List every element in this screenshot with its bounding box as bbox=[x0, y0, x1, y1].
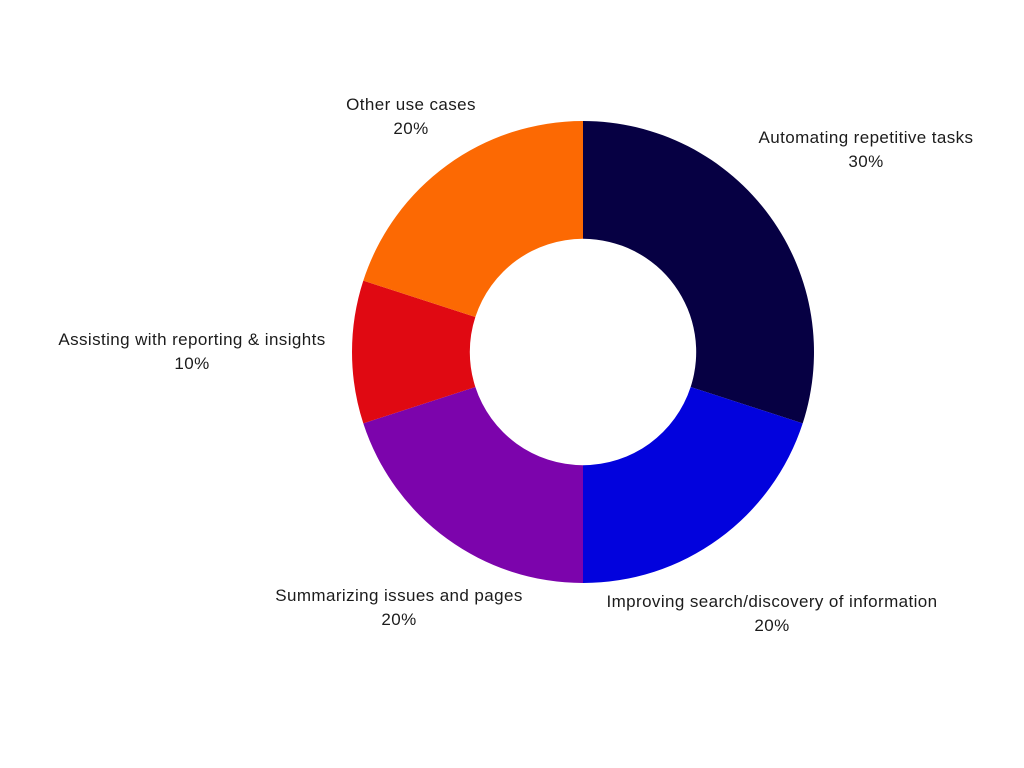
pie-slice-0 bbox=[583, 121, 814, 424]
slice-label-text: Assisting with reporting & insights bbox=[58, 330, 326, 349]
pie-slice-4 bbox=[363, 121, 583, 318]
slice-value-text: 20% bbox=[381, 610, 417, 629]
slice-label-1: Improving search/discovery of informatio… bbox=[606, 590, 937, 638]
slice-label-text: Summarizing issues and pages bbox=[275, 586, 523, 605]
slice-label-text: Other use cases bbox=[346, 95, 476, 114]
slice-label-0: Automating repetitive tasks 30% bbox=[759, 126, 974, 174]
pie-slice-1 bbox=[583, 386, 803, 583]
slice-value-text: 20% bbox=[754, 616, 790, 635]
pie-slice-3 bbox=[352, 280, 476, 424]
slice-label-4: Other use cases 20% bbox=[346, 93, 476, 141]
slice-label-2: Summarizing issues and pages 20% bbox=[275, 584, 522, 632]
slice-label-3: Assisting with reporting & insights 10% bbox=[58, 328, 325, 376]
slice-value-text: 10% bbox=[174, 354, 210, 373]
pie-slice-2 bbox=[363, 386, 583, 583]
slice-value-text: 20% bbox=[393, 119, 429, 138]
slice-value-text: 30% bbox=[848, 152, 884, 171]
slice-label-text: Automating repetitive tasks bbox=[758, 128, 974, 147]
slice-label-text: Improving search/discovery of informatio… bbox=[606, 592, 938, 611]
